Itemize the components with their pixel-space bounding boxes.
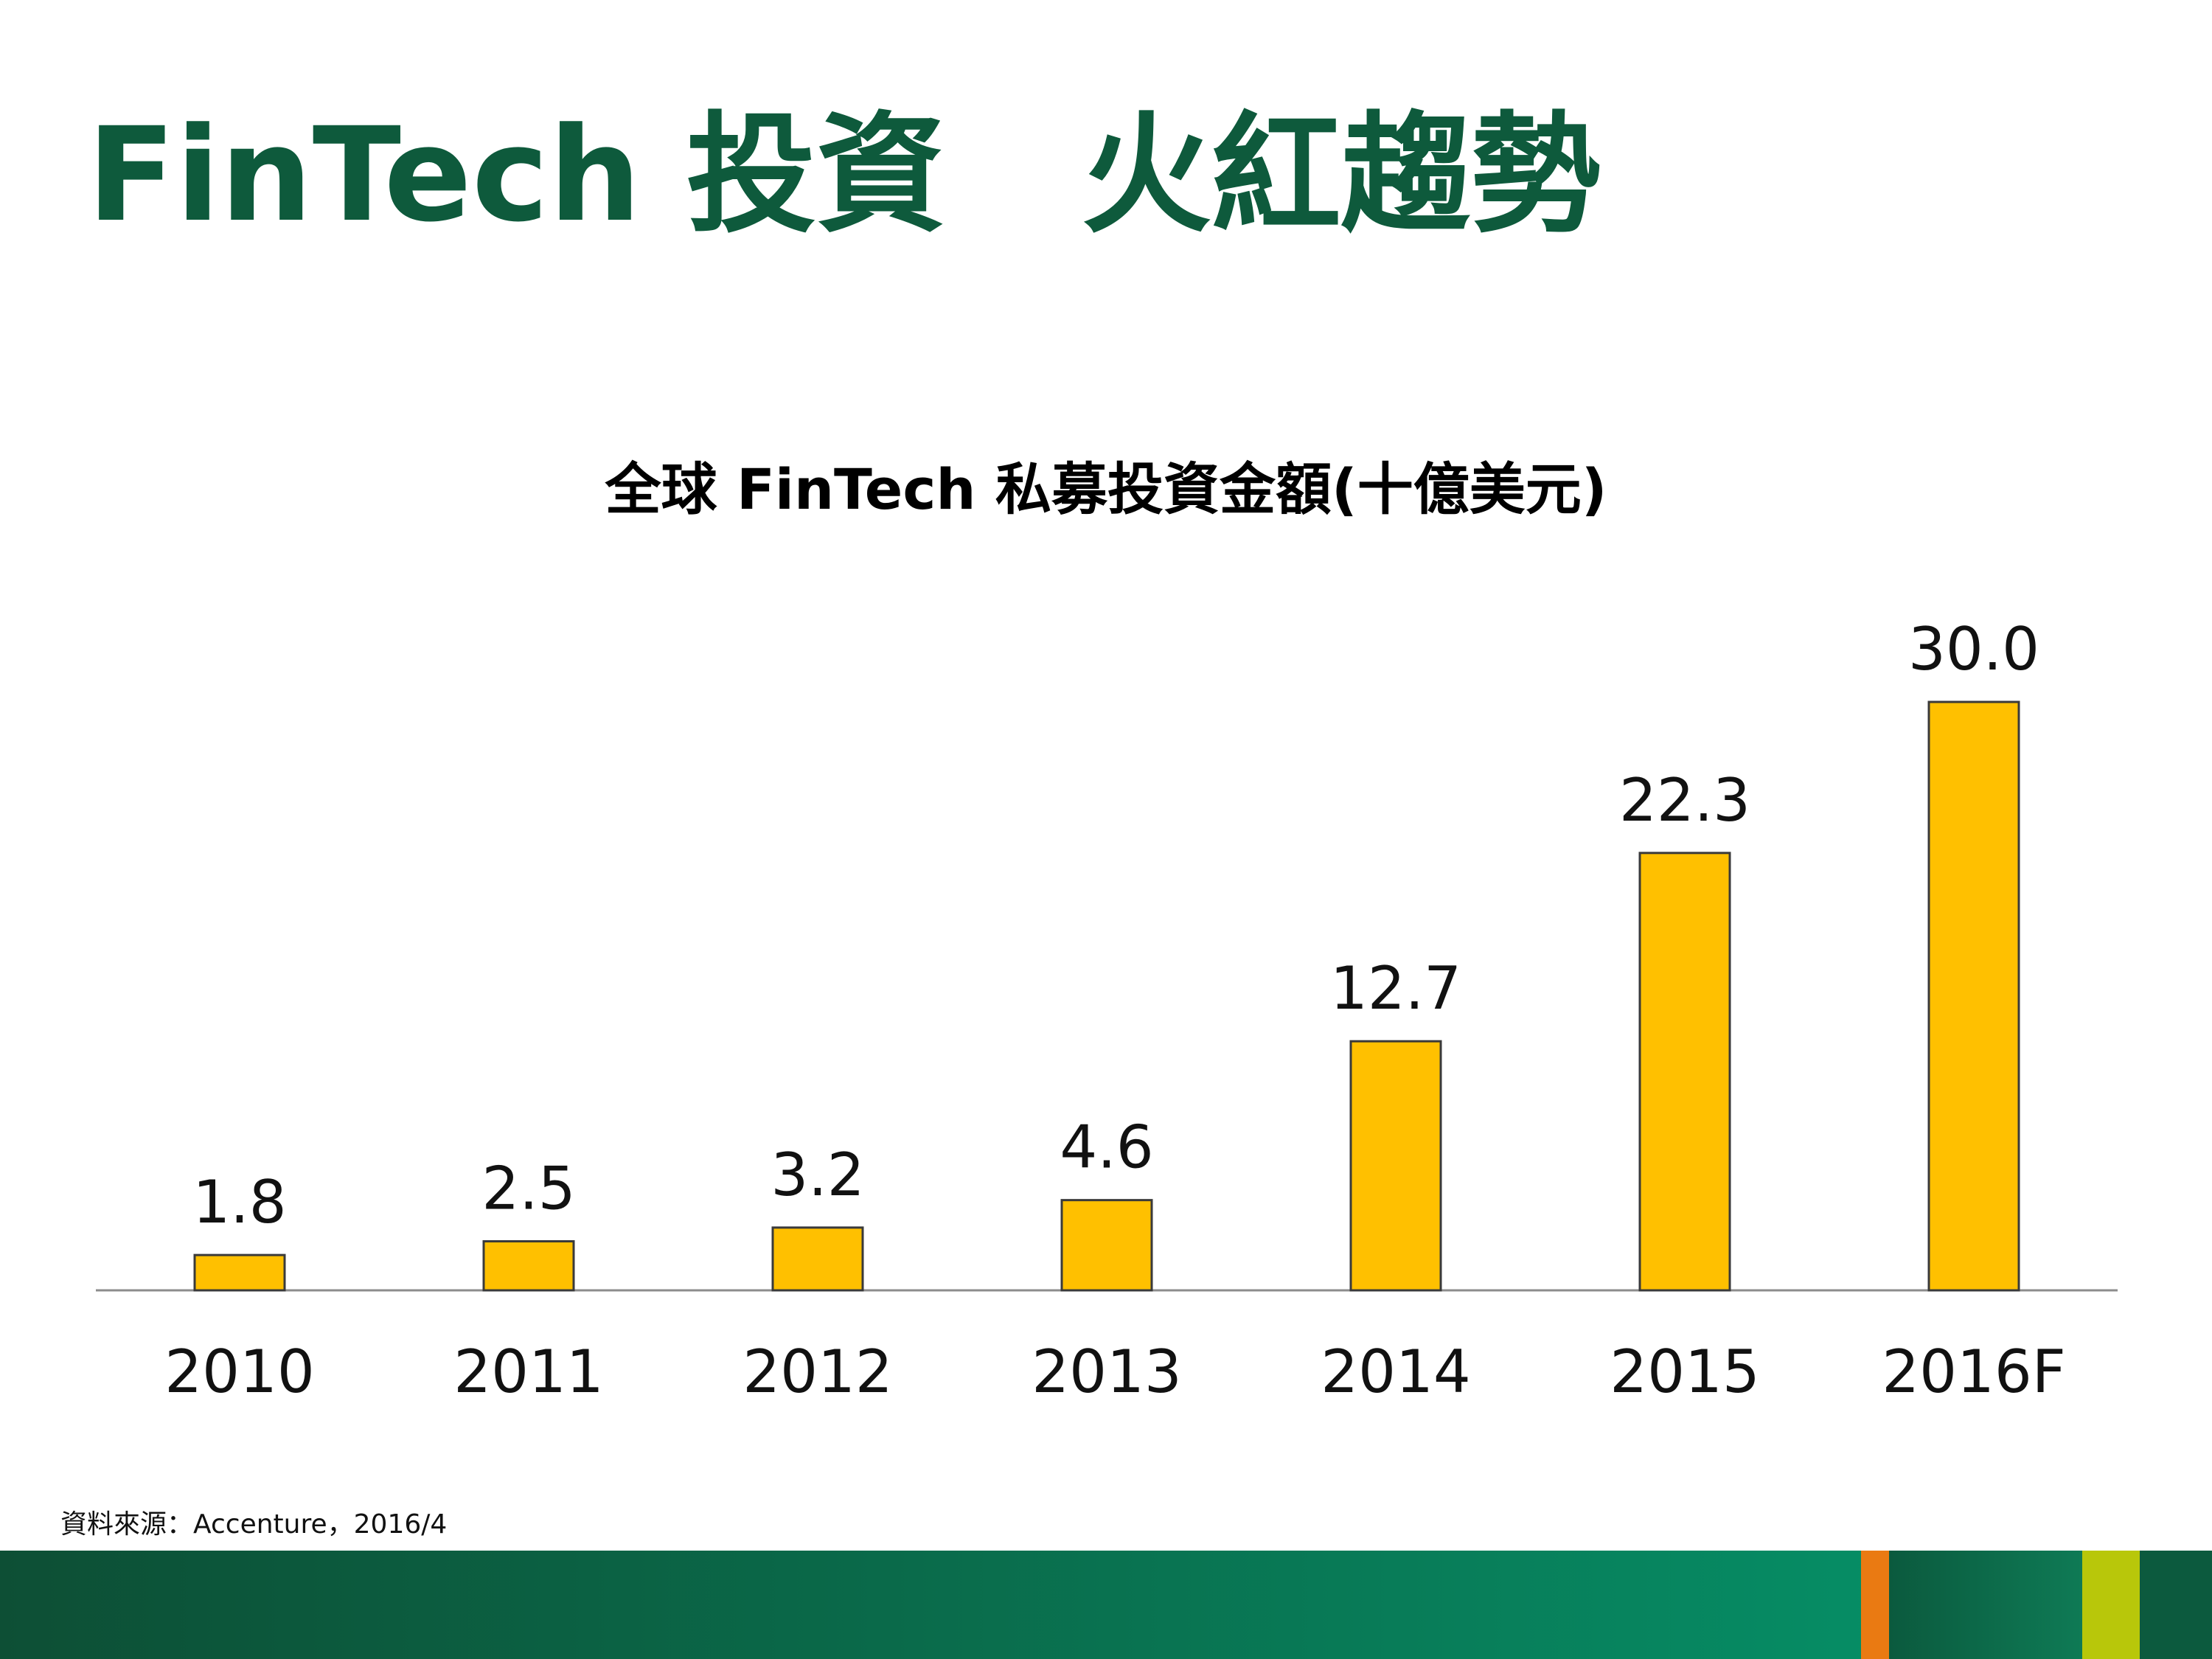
x-tick-label-2016F: 2016F — [1882, 1338, 2066, 1406]
bar-2013 — [1060, 1199, 1153, 1292]
data-label-2012: 3.2 — [771, 1141, 864, 1209]
bar-2015 — [1638, 852, 1731, 1292]
x-tick-label-2012: 2012 — [742, 1338, 893, 1406]
bar-2010 — [193, 1253, 286, 1292]
footer-accent-tail — [2140, 1551, 2212, 1659]
bar-2012 — [771, 1226, 864, 1292]
slide-title: FinTech 投資 火紅趨勢 — [87, 100, 1601, 251]
bars-layer: 1.8 2010 2.5 2011 3.2 2012 4.6 2013 12.7 2014 22.3… — [164, 615, 2066, 1406]
footer-accent-orange — [1861, 1551, 1889, 1659]
footer-accent-dark — [1889, 1551, 2082, 1659]
x-tick-label-2010: 2010 — [164, 1338, 315, 1406]
data-label-2015: 22.3 — [1619, 766, 1750, 835]
footer-accent-lime — [2082, 1551, 2140, 1659]
x-tick-label-2011: 2011 — [453, 1338, 604, 1406]
bar-2014 — [1349, 1040, 1442, 1292]
bar-2011 — [482, 1240, 575, 1292]
x-tick-label-2013: 2013 — [1032, 1338, 1182, 1406]
footer-band — [0, 1551, 2212, 1659]
data-label-2011: 2.5 — [481, 1155, 575, 1223]
source-note: 資料來源：Accenture，2016/4 — [60, 1509, 448, 1540]
data-label-2010: 1.8 — [192, 1168, 286, 1237]
data-label-2014: 12.7 — [1330, 954, 1461, 1023]
bar-2016F — [1927, 700, 2020, 1292]
data-label-2016F: 30.0 — [1908, 615, 2039, 684]
data-label-2013: 4.6 — [1060, 1113, 1153, 1182]
chart-title: 全球 FinTech 私募投資金額(十億美元) — [605, 456, 1607, 522]
x-tick-label-2014: 2014 — [1321, 1338, 1471, 1406]
x-tick-label-2015: 2015 — [1610, 1338, 1760, 1406]
